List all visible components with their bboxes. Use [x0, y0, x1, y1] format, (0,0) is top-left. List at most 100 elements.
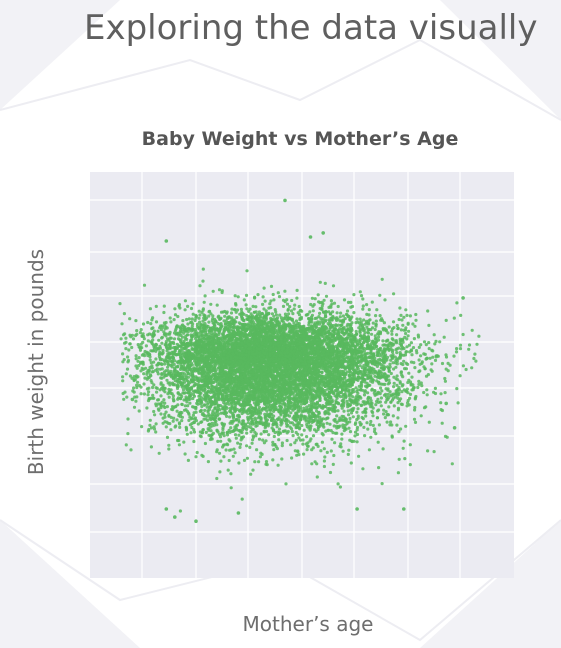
data-point: [272, 448, 276, 452]
data-point: [400, 384, 404, 388]
data-point: [192, 420, 196, 425]
data-point: [325, 421, 329, 425]
data-point: [210, 421, 214, 425]
data-point: [356, 402, 360, 406]
data-point: [366, 391, 370, 395]
data-point: [397, 317, 401, 322]
data-point: [426, 449, 430, 453]
data-point: [180, 419, 184, 423]
data-point: [183, 308, 187, 312]
data-point: [346, 452, 350, 456]
data-point: [323, 388, 327, 393]
data-point: [194, 410, 198, 414]
data-point: [279, 316, 283, 320]
data-point: [370, 332, 374, 336]
data-point: [444, 355, 449, 359]
data-point: [125, 395, 129, 399]
data-point: [261, 302, 265, 306]
data-point: [267, 433, 271, 437]
data-point: [467, 347, 471, 351]
data-point: [315, 475, 319, 479]
data-point: [189, 361, 193, 365]
data-point: [329, 299, 333, 303]
data-point: [370, 300, 374, 304]
data-point: [288, 421, 293, 425]
data-point: [149, 322, 153, 326]
data-point: [367, 448, 371, 452]
data-point: [245, 307, 249, 311]
data-point: [228, 415, 232, 419]
data-point: [122, 358, 126, 362]
data-point: [200, 453, 204, 457]
data-point: [143, 376, 147, 380]
data-point: [408, 314, 412, 318]
data-point: [311, 309, 315, 313]
data-point: [146, 429, 150, 433]
data-point: [322, 459, 326, 463]
data-point: [161, 325, 165, 329]
data-point: [172, 416, 176, 420]
data-point: [263, 299, 267, 303]
data-point: [178, 509, 182, 513]
data-point: [182, 440, 186, 444]
data-point: [217, 288, 222, 292]
data-point: [209, 302, 213, 306]
decor-shape-bottom-right: [420, 520, 561, 648]
data-point: [380, 482, 384, 486]
data-point: [284, 422, 289, 426]
data-point: [221, 445, 225, 449]
data-point: [233, 373, 237, 377]
data-point: [420, 384, 424, 388]
data-point: [262, 286, 266, 290]
data-point: [175, 409, 179, 413]
data-point: [402, 315, 406, 319]
data-point: [390, 350, 395, 354]
data-point: [386, 388, 390, 392]
data-point: [193, 417, 197, 421]
data-point: [255, 423, 259, 428]
data-point: [190, 317, 194, 321]
data-point: [329, 449, 333, 453]
data-point: [321, 321, 325, 325]
data-point: [125, 367, 130, 371]
data-point: [163, 412, 167, 416]
data-point: [305, 448, 309, 452]
data-point: [380, 389, 384, 393]
data-point: [293, 303, 297, 307]
data-point: [245, 456, 249, 460]
data-point: [290, 298, 294, 303]
data-point: [417, 345, 421, 349]
data-point: [369, 399, 373, 403]
data-point: [395, 333, 399, 337]
data-point: [336, 304, 340, 309]
data-point: [347, 370, 351, 374]
data-point: [419, 381, 423, 385]
data-point: [264, 439, 268, 443]
data-point: [416, 333, 420, 337]
data-point: [323, 455, 327, 459]
data-point: [345, 399, 349, 403]
data-point: [181, 319, 185, 323]
data-point: [345, 309, 350, 313]
data-point: [443, 391, 447, 395]
data-point: [224, 405, 228, 409]
data-point: [285, 298, 289, 302]
data-points: [118, 198, 481, 523]
data-point: [276, 291, 280, 295]
data-point: [386, 392, 390, 396]
data-point: [283, 312, 288, 316]
data-point: [247, 309, 251, 313]
data-point: [203, 441, 207, 446]
data-point: [417, 382, 421, 386]
data-point: [403, 457, 407, 461]
data-point: [338, 378, 343, 383]
data-point: [246, 425, 250, 429]
data-point: [397, 391, 401, 395]
data-point: [406, 321, 410, 325]
data-point: [149, 445, 153, 449]
data-point: [126, 355, 130, 359]
data-point: [172, 362, 176, 366]
data-point: [155, 390, 159, 394]
data-point: [399, 328, 403, 332]
